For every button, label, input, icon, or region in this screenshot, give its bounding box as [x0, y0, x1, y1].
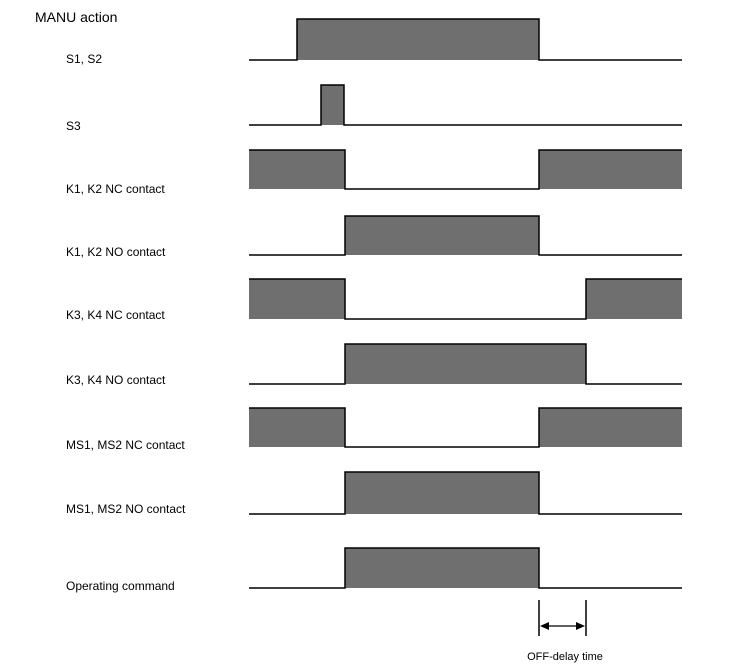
signal-pulse-ms1-ms2-no	[345, 472, 539, 514]
signal-pulse-operating-command	[345, 548, 539, 588]
signal-waveform-s1-s2	[249, 18, 682, 61]
signal-pulse-k3-k4-nc-2	[586, 279, 682, 319]
signal-pulse-k1-k2-nc-1	[249, 150, 345, 189]
signal-pulse-k3-k4-nc-1	[249, 279, 345, 319]
signal-waveform-k3-k4-no	[249, 343, 682, 385]
signal-pulse-ms1-ms2-nc-2	[539, 408, 682, 447]
signal-label-ms1-ms2-nc: MS1, MS2 NC contact	[66, 438, 185, 452]
signal-label-s3: S3	[66, 119, 81, 133]
signal-waveform-k1-k2-no	[249, 215, 682, 256]
signal-row-s1-s2: S1, S2	[66, 18, 682, 66]
signal-waveform-k1-k2-nc	[249, 149, 682, 190]
signal-pulse-s1-s2	[297, 19, 539, 60]
signal-pulse-k1-k2-no	[345, 216, 539, 255]
signal-label-k3-k4-nc: K3, K4 NC contact	[66, 308, 165, 322]
signal-pulse-s3	[321, 85, 344, 125]
signal-row-s3: S3	[66, 84, 682, 133]
signal-row-k1-k2-nc: K1, K2 NC contact	[66, 149, 682, 196]
signal-row-ms1-ms2-no: MS1, MS2 NO contact	[66, 471, 682, 516]
signal-pulse-k3-k4-no	[345, 344, 586, 384]
signal-label-k1-k2-no: K1, K2 NO contact	[66, 245, 166, 259]
signal-waveform-ms1-ms2-no	[249, 471, 682, 515]
off-delay-label: OFF-delay time	[527, 651, 603, 663]
double-arrow-icon	[540, 622, 585, 630]
signal-label-k1-k2-nc: K1, K2 NC contact	[66, 182, 165, 196]
diagram-title: MANU action	[35, 9, 117, 25]
signal-label-k3-k4-no: K3, K4 NO contact	[66, 373, 166, 387]
signal-waveform-operating-command	[249, 547, 682, 589]
signal-waveform-s3	[249, 84, 682, 126]
signal-label-operating-command: Operating command	[66, 579, 175, 593]
signal-label-s1-s2: S1, S2	[66, 52, 102, 66]
signal-row-k3-k4-no: K3, K4 NO contact	[66, 343, 682, 387]
signal-row-k1-k2-no: K1, K2 NO contact	[66, 215, 682, 259]
off-delay-annotation: OFF-delay time	[527, 600, 603, 663]
signal-row-ms1-ms2-nc: MS1, MS2 NC contact	[66, 407, 682, 452]
signal-row-operating-command: Operating command	[66, 547, 682, 593]
signal-waveform-ms1-ms2-nc	[249, 407, 682, 448]
signal-pulse-ms1-ms2-nc-1	[249, 408, 345, 447]
signal-pulse-k1-k2-nc-2	[539, 150, 682, 189]
signal-row-k3-k4-nc: K3, K4 NC contact	[66, 278, 682, 322]
signal-label-ms1-ms2-no: MS1, MS2 NO contact	[66, 502, 186, 516]
signal-waveform-k3-k4-nc	[249, 278, 682, 320]
